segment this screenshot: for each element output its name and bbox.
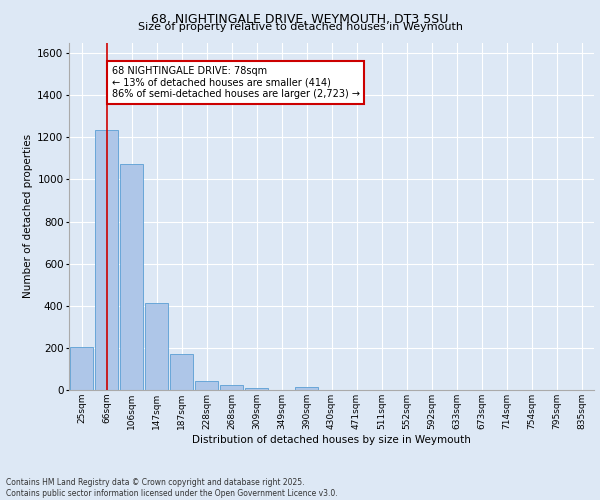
Bar bbox=[145, 302, 168, 390]
Bar bbox=[95, 130, 118, 390]
Bar bbox=[195, 380, 218, 390]
Bar bbox=[120, 164, 143, 390]
Bar bbox=[70, 347, 93, 390]
X-axis label: Distribution of detached houses by size in Weymouth: Distribution of detached houses by size … bbox=[192, 434, 471, 444]
Text: 68, NIGHTINGALE DRIVE, WEYMOUTH, DT3 5SU: 68, NIGHTINGALE DRIVE, WEYMOUTH, DT3 5SU bbox=[151, 12, 449, 26]
Bar bbox=[295, 388, 318, 390]
Bar bbox=[220, 384, 243, 390]
Text: 68 NIGHTINGALE DRIVE: 78sqm
← 13% of detached houses are smaller (414)
86% of se: 68 NIGHTINGALE DRIVE: 78sqm ← 13% of det… bbox=[112, 66, 359, 99]
Text: Contains HM Land Registry data © Crown copyright and database right 2025.
Contai: Contains HM Land Registry data © Crown c… bbox=[6, 478, 338, 498]
Bar bbox=[245, 388, 268, 390]
Y-axis label: Number of detached properties: Number of detached properties bbox=[23, 134, 33, 298]
Text: Size of property relative to detached houses in Weymouth: Size of property relative to detached ho… bbox=[137, 22, 463, 32]
Bar bbox=[170, 354, 193, 390]
